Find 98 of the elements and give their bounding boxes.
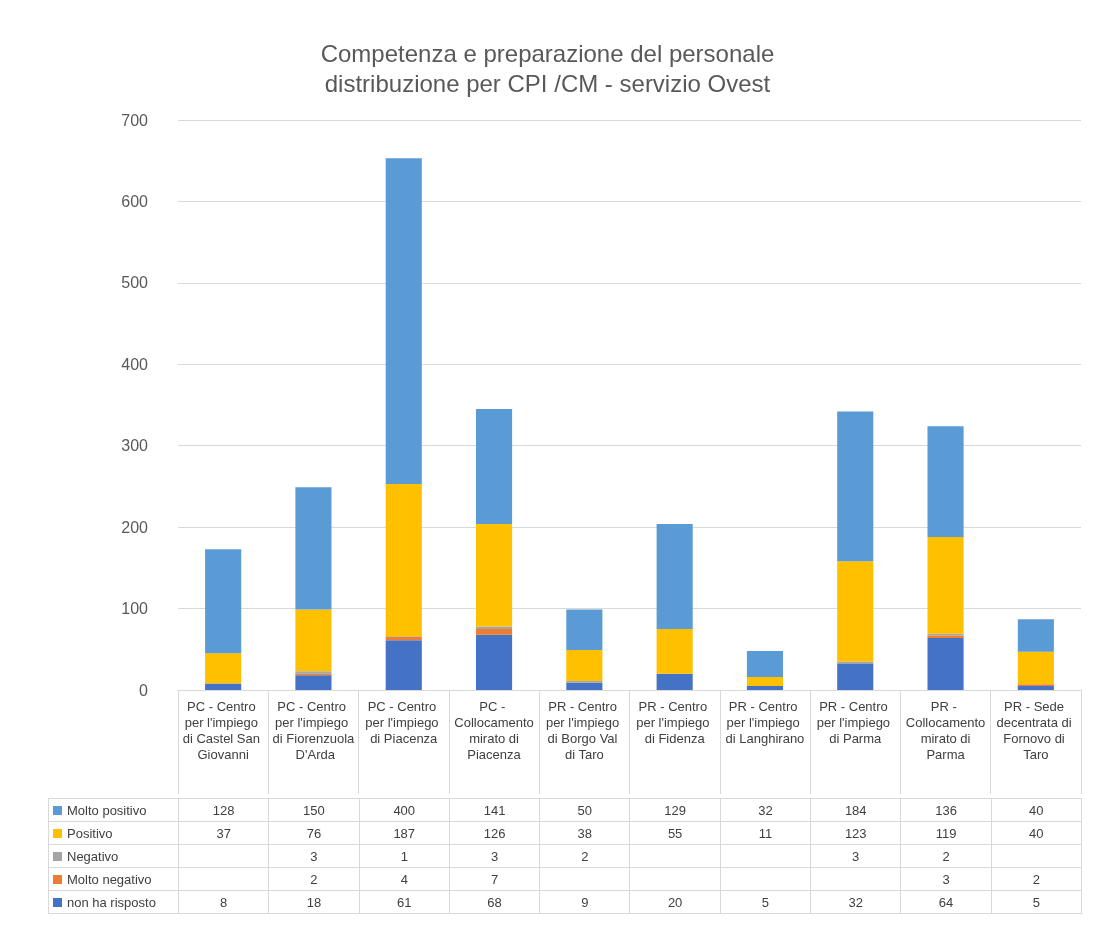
- y-tick-label: 400: [121, 355, 149, 373]
- bar: [656, 523, 693, 629]
- data-label: 126: [449, 821, 540, 845]
- bar: [746, 685, 784, 690]
- bar: [837, 663, 874, 690]
- chart-subtitle: distribuzione per CPI /CM - servizio Ovest: [324, 69, 771, 97]
- data-label: 5: [991, 890, 1082, 914]
- bar: [1017, 651, 1054, 685]
- bar: [927, 637, 964, 690]
- bar: [656, 673, 693, 690]
- data-label: 7: [449, 867, 540, 891]
- bar: [656, 628, 693, 674]
- x-tick-label: PC - Centro per l'impiego di Piacenza: [365, 698, 443, 746]
- x-tick-label: PR - Centro per l'impiego di Borgo Val di Taro: [545, 698, 623, 762]
- data-label: 40: [991, 798, 1082, 822]
- data-label: 2: [991, 867, 1082, 891]
- bar: [475, 523, 513, 627]
- x-tick-label: PR - Centro per l'impiego di Langhirano: [725, 698, 805, 746]
- bar: [295, 675, 332, 690]
- data-label: 37: [178, 821, 269, 845]
- bar: [475, 628, 513, 635]
- data-label: 38: [539, 821, 630, 845]
- bar: [475, 626, 513, 629]
- data-label: 32: [720, 798, 811, 822]
- bar: [295, 609, 332, 672]
- x-tick-label: PR - Centro per l'impiego di Parma: [816, 698, 894, 746]
- bar: [205, 653, 242, 684]
- data-label: 68: [449, 890, 540, 914]
- data-label: 3: [900, 867, 992, 891]
- data-label: 150: [268, 798, 360, 822]
- bar: [475, 409, 513, 524]
- legend-label: Molto positivo: [48, 798, 179, 822]
- chart-title: Competenza e preparazione del personale: [320, 39, 775, 67]
- data-label: 119: [900, 821, 992, 845]
- bar: [385, 158, 422, 484]
- data-label: 3: [268, 844, 360, 868]
- data-label: 128: [178, 798, 269, 822]
- data-label: 2: [900, 844, 992, 868]
- bar: [566, 609, 603, 651]
- data-label: 2: [539, 844, 630, 868]
- x-tick-label: PR - Sede decentrata di Fornovo di Taro: [996, 698, 1076, 762]
- data-label: 184: [810, 798, 901, 822]
- bar: [1017, 685, 1054, 690]
- data-label: 2: [268, 867, 360, 891]
- x-tick-label: PC - Centro per l'impiego di Fiorenzuola D'Arda: [272, 698, 356, 762]
- data-label: 18: [268, 890, 360, 914]
- bar: [205, 549, 242, 654]
- data-label: 32: [810, 890, 901, 914]
- data-label: 136: [900, 798, 992, 822]
- x-tick-label: PR - Centro per l'impiego di Fidenza: [636, 698, 714, 746]
- bar: [1017, 619, 1054, 652]
- data-label: 187: [359, 821, 450, 845]
- data-label: 3: [810, 844, 901, 868]
- data-label: 1: [359, 844, 450, 868]
- bar: [385, 640, 422, 690]
- data-label: 40: [991, 821, 1082, 845]
- y-tick-label: 700: [121, 111, 149, 129]
- data-label: 4: [359, 867, 450, 891]
- bar: [746, 650, 784, 677]
- bar: [837, 411, 874, 562]
- bar: [566, 682, 603, 690]
- x-tick-label: PR - Collocamento mirato di Parma: [905, 698, 986, 762]
- data-label: 20: [629, 890, 721, 914]
- data-label: 55: [629, 821, 721, 845]
- data-label: 5: [720, 890, 811, 914]
- data-label: 76: [268, 821, 360, 845]
- x-tick-label: PC - Collocamento mirato di Piacenza: [454, 698, 534, 762]
- bar: [566, 650, 603, 682]
- bar: [385, 483, 422, 637]
- data-label: 50: [539, 798, 630, 822]
- bar: [927, 536, 964, 634]
- legend-label: non ha risposto: [48, 890, 179, 914]
- y-tick-label: 100: [121, 600, 149, 618]
- bar: [295, 487, 332, 610]
- bar: [746, 676, 784, 686]
- bar: [927, 426, 964, 537]
- data-label: 11: [720, 821, 811, 845]
- data-label: 9: [539, 890, 630, 914]
- legend-label: Negativo: [48, 844, 179, 868]
- legend-label: Positivo: [48, 821, 179, 845]
- y-tick-label: 500: [121, 274, 149, 292]
- y-tick-label: 300: [121, 437, 149, 455]
- y-tick-label: 200: [121, 518, 149, 536]
- data-label: 64: [900, 890, 992, 914]
- data-label: 400: [359, 798, 450, 822]
- data-label: 3: [449, 844, 540, 868]
- data-label: 129: [629, 798, 721, 822]
- x-tick-label: PC - Centro per l'impiego di Castel San Giovanni: [182, 698, 264, 762]
- bar: [475, 634, 513, 690]
- bar: [205, 683, 242, 690]
- y-tick-label: 0: [139, 681, 149, 699]
- data-label: 141: [449, 798, 540, 822]
- data-label: 123: [810, 821, 901, 845]
- y-tick-label: 600: [121, 192, 149, 210]
- bar: [837, 561, 874, 662]
- legend-label: Molto negativo: [48, 867, 179, 891]
- data-label: 8: [178, 890, 269, 914]
- data-label: 61: [359, 890, 450, 914]
